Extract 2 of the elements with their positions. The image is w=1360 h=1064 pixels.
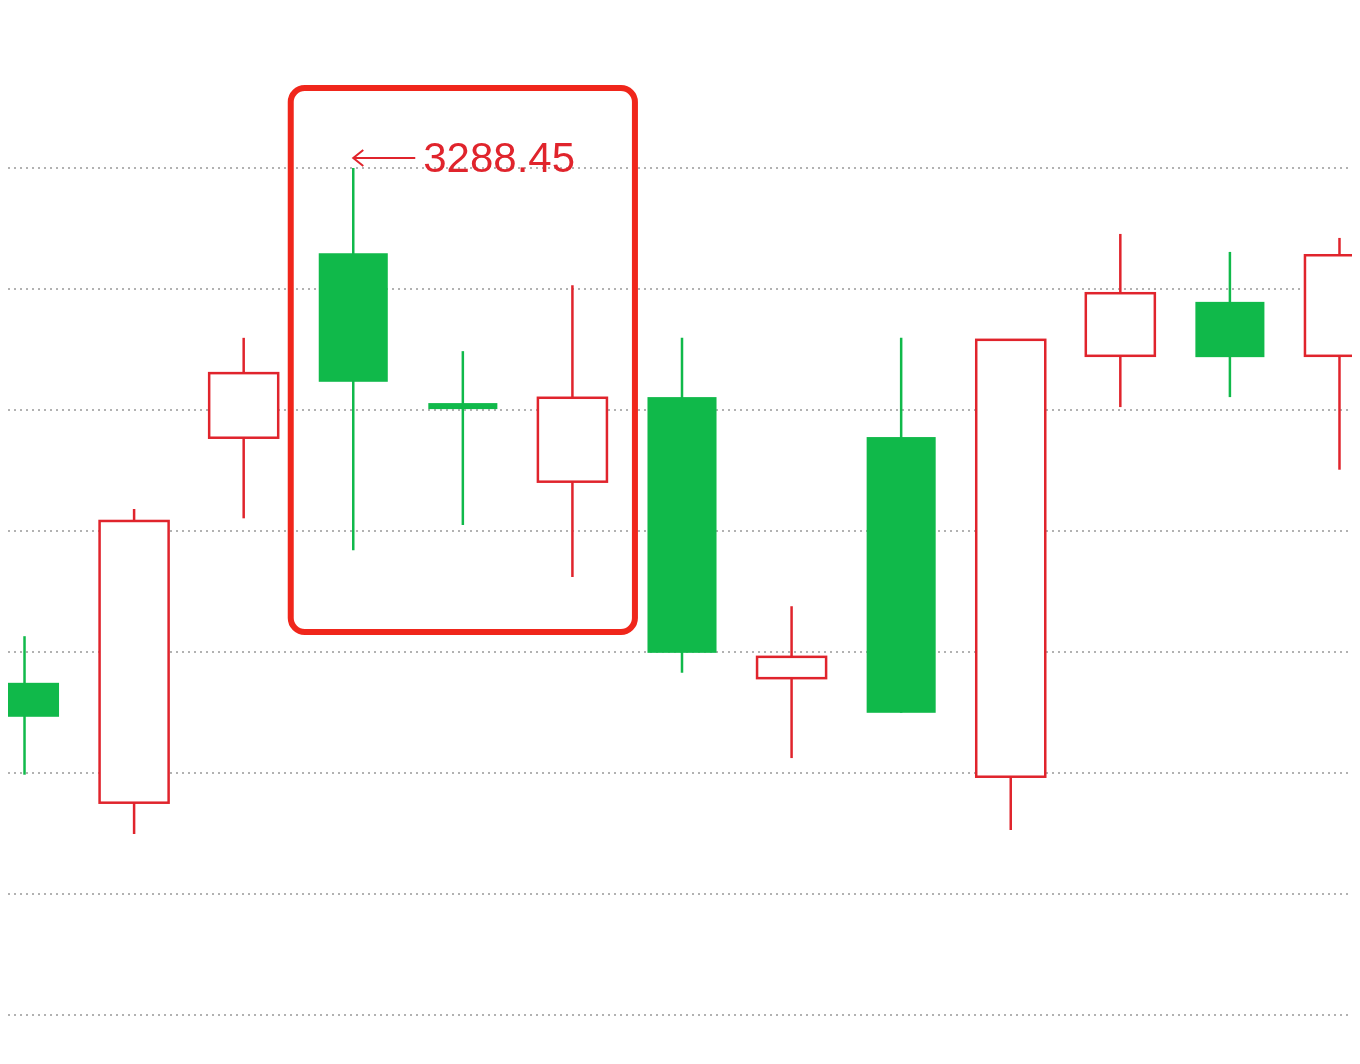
annotation: 3288.45	[423, 134, 576, 181]
candlestick	[428, 349, 498, 527]
